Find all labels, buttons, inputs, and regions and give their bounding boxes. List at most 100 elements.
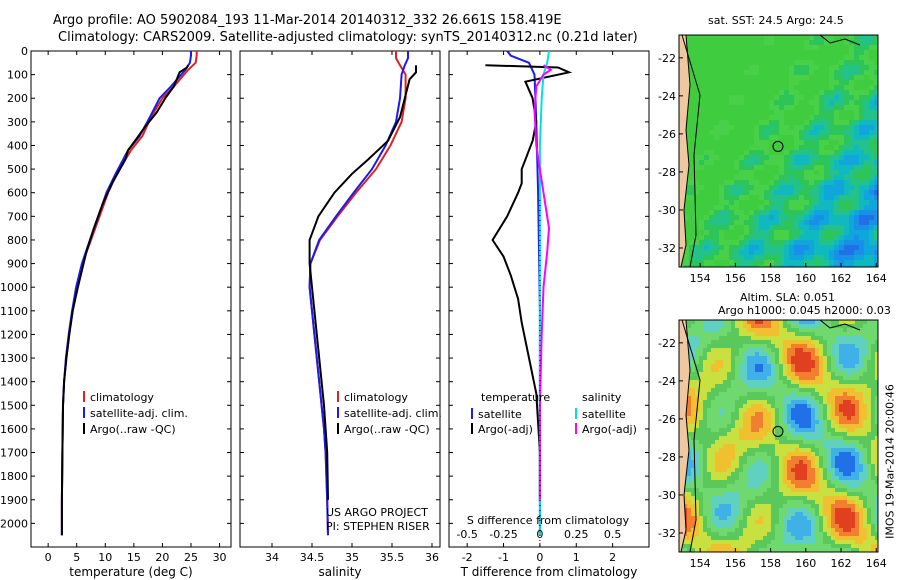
map-cell xyxy=(779,392,784,397)
map-cell xyxy=(835,356,840,361)
map-cell xyxy=(854,155,860,161)
map-cell xyxy=(771,512,776,517)
map-cell xyxy=(764,45,770,51)
map-cell xyxy=(709,105,715,111)
map-cell xyxy=(799,372,804,377)
map-cell xyxy=(763,432,768,437)
map-cell xyxy=(739,160,745,166)
map-cell xyxy=(784,220,790,226)
map-cell xyxy=(749,50,755,56)
map-cell xyxy=(799,528,804,533)
map-cell xyxy=(704,160,710,166)
map-cell xyxy=(819,220,825,226)
map-cell xyxy=(731,508,736,513)
map-cell xyxy=(811,500,816,505)
map-cell xyxy=(871,492,876,497)
map-cell xyxy=(755,408,760,413)
map-cell xyxy=(809,195,815,201)
map-cell xyxy=(804,35,810,41)
map-cell xyxy=(839,532,844,537)
map-cell xyxy=(854,170,860,176)
map-cell xyxy=(724,195,730,201)
map-cell xyxy=(799,45,805,51)
map-cell xyxy=(775,444,780,449)
map-cell xyxy=(769,135,775,141)
map-cell xyxy=(855,432,860,437)
map-cell xyxy=(715,440,720,445)
map-cell xyxy=(803,456,808,461)
map-cell xyxy=(814,150,820,156)
map-cell xyxy=(811,388,816,393)
map-cell xyxy=(779,210,785,216)
map-cell xyxy=(784,255,790,261)
map-cell xyxy=(863,332,868,337)
map-cell xyxy=(799,215,805,221)
map-cell xyxy=(739,55,745,61)
map-cell xyxy=(843,436,848,441)
map-cell xyxy=(831,448,836,453)
map-cell xyxy=(824,160,830,166)
map-cell xyxy=(719,145,725,151)
map-cell xyxy=(824,90,830,96)
map-cell xyxy=(707,360,712,365)
map-cell xyxy=(824,250,830,256)
map-cell xyxy=(739,380,744,385)
map-cell xyxy=(834,145,840,151)
map-cell xyxy=(787,440,792,445)
map-cell xyxy=(787,408,792,413)
map-cell xyxy=(791,476,796,481)
map-cell xyxy=(799,220,805,226)
map-cell xyxy=(864,200,870,206)
map-cell xyxy=(807,500,812,505)
map-cell xyxy=(807,372,812,377)
map-cell xyxy=(835,448,840,453)
map-cell xyxy=(869,40,875,46)
map-cell xyxy=(739,520,744,525)
map-cell xyxy=(699,436,704,441)
map-cell xyxy=(809,55,815,61)
map-cell xyxy=(807,480,812,485)
map-cell xyxy=(727,480,732,485)
map-cell xyxy=(739,340,744,345)
map-cell xyxy=(859,484,864,489)
map-cell xyxy=(847,388,852,393)
map-cell xyxy=(714,150,720,156)
map-cell xyxy=(815,432,820,437)
map-cell xyxy=(819,165,825,171)
map-cell xyxy=(739,155,745,161)
map-cell xyxy=(855,476,860,481)
map-cell xyxy=(809,265,815,267)
map-cell xyxy=(871,340,876,345)
legend-label: Argo(..raw -QC) xyxy=(344,423,430,436)
map-cell xyxy=(827,424,832,429)
map-cell xyxy=(764,215,770,221)
map-cell xyxy=(867,532,872,537)
map-cell xyxy=(819,520,824,525)
map-cell xyxy=(769,120,775,126)
map-cell xyxy=(699,90,705,96)
map-cell xyxy=(809,205,815,211)
map-cell xyxy=(871,484,876,489)
map-cell xyxy=(759,496,764,501)
map-cell xyxy=(715,424,720,429)
map-cell xyxy=(759,512,764,517)
map-cell xyxy=(747,412,752,417)
map-cell xyxy=(694,145,700,151)
map-cell xyxy=(843,348,848,353)
map-cell xyxy=(789,115,795,121)
map-cell xyxy=(804,50,810,56)
map-cell xyxy=(704,145,710,151)
map-cell xyxy=(834,190,840,196)
map-cell xyxy=(747,536,752,541)
map-cell xyxy=(759,516,764,521)
map-cell xyxy=(819,504,824,509)
map-cell xyxy=(851,516,856,521)
map-cell xyxy=(835,508,840,513)
map-cell xyxy=(747,436,752,441)
map-cell xyxy=(795,472,800,477)
map-cell xyxy=(755,400,760,405)
map-cell xyxy=(695,320,700,325)
map-cell xyxy=(695,432,700,437)
map-cell xyxy=(875,388,878,393)
